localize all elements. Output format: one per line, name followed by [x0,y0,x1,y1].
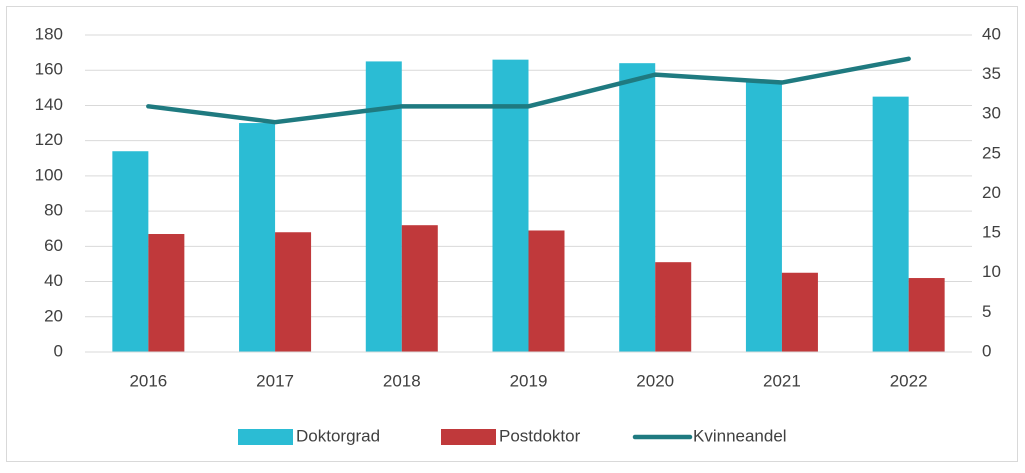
y2-tick-label: 10 [982,262,1001,281]
line [146,56,911,125]
y2-tick-label: 15 [982,223,1001,242]
x-tick-label: 2016 [129,371,167,390]
bar [655,262,692,352]
x-tick-label: 2019 [510,371,548,390]
y-tick-label: 40 [44,271,63,290]
y2-tick-label: 5 [982,302,991,321]
legend-label: Postdoktor [499,426,581,445]
bar [275,232,312,352]
y-tick-label: 0 [54,341,63,360]
y-tick-label: 80 [44,201,63,220]
bar [528,230,565,352]
bar [872,96,909,352]
bar [781,272,818,352]
y2-tick-label: 30 [982,104,1001,123]
bar [401,225,438,352]
y-tick-label: 160 [35,60,63,79]
y-tick-label: 20 [44,306,63,325]
bar [112,151,149,352]
x-tick-label: 2020 [636,371,674,390]
y2-tick-label: 25 [982,143,1001,162]
bar [908,278,945,352]
bar [239,123,276,352]
bar [148,234,185,352]
y-tick-label: 120 [35,130,63,149]
x-tick-label: 2022 [890,371,928,390]
bar [492,59,529,353]
y2-tick-label: 0 [982,341,991,360]
bar [745,80,782,353]
legend-label: Kvinneandel [693,426,787,445]
x-tick-label: 2021 [763,371,801,390]
legend-label: Doktorgrad [296,426,380,445]
y-tick-label: 140 [35,95,63,114]
y-tick-label: 60 [44,236,63,255]
bar [619,63,656,353]
y2-tick-label: 40 [982,24,1001,43]
x-tick-label: 2018 [383,371,421,390]
y-tick-label: 180 [35,24,63,43]
y2-tick-label: 20 [982,183,1001,202]
x-tick-label: 2017 [256,371,294,390]
y-tick-label: 100 [35,165,63,184]
y2-tick-label: 35 [982,64,1001,83]
legend-swatch [441,429,496,445]
legend-swatch [238,429,293,445]
